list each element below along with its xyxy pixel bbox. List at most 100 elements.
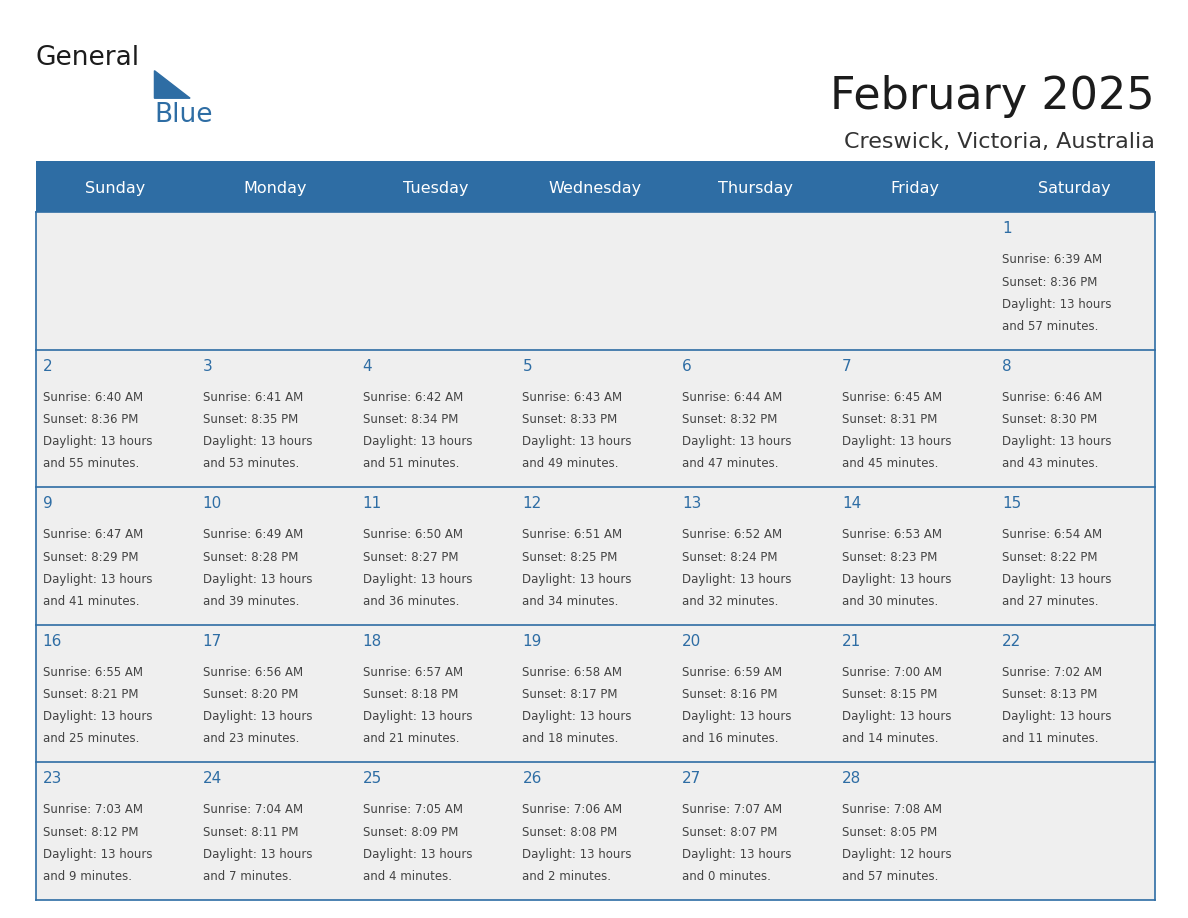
Text: and 34 minutes.: and 34 minutes. (523, 595, 619, 608)
Text: Sunset: 8:13 PM: Sunset: 8:13 PM (1001, 688, 1098, 701)
Text: Daylight: 13 hours: Daylight: 13 hours (682, 711, 791, 723)
Text: 4: 4 (362, 359, 372, 374)
Text: Daylight: 12 hours: Daylight: 12 hours (842, 848, 952, 861)
Text: 9: 9 (43, 497, 52, 511)
Text: Sunset: 8:35 PM: Sunset: 8:35 PM (203, 413, 298, 426)
Text: Sunset: 8:23 PM: Sunset: 8:23 PM (842, 551, 937, 564)
Text: and 4 minutes.: and 4 minutes. (362, 870, 451, 883)
Text: Sunrise: 6:53 AM: Sunrise: 6:53 AM (842, 529, 942, 542)
Text: Sunrise: 6:45 AM: Sunrise: 6:45 AM (842, 391, 942, 404)
Text: Sunrise: 6:39 AM: Sunrise: 6:39 AM (1001, 253, 1102, 266)
Text: Sunset: 8:11 PM: Sunset: 8:11 PM (203, 825, 298, 839)
Text: Sunset: 8:16 PM: Sunset: 8:16 PM (682, 688, 778, 701)
Text: Daylight: 13 hours: Daylight: 13 hours (43, 711, 152, 723)
Polygon shape (154, 71, 190, 98)
Text: Daylight: 13 hours: Daylight: 13 hours (362, 848, 472, 861)
Text: Sunrise: 7:03 AM: Sunrise: 7:03 AM (43, 803, 143, 816)
Text: Sunrise: 6:43 AM: Sunrise: 6:43 AM (523, 391, 623, 404)
Text: Sunset: 8:21 PM: Sunset: 8:21 PM (43, 688, 138, 701)
Text: Daylight: 13 hours: Daylight: 13 hours (362, 573, 472, 586)
Text: and 2 minutes.: and 2 minutes. (523, 870, 612, 883)
Text: Daylight: 13 hours: Daylight: 13 hours (1001, 297, 1112, 310)
Text: and 36 minutes.: and 36 minutes. (362, 595, 459, 608)
Text: Sunset: 8:09 PM: Sunset: 8:09 PM (362, 825, 457, 839)
Text: Sunrise: 6:51 AM: Sunrise: 6:51 AM (523, 529, 623, 542)
Text: Daylight: 13 hours: Daylight: 13 hours (1001, 435, 1112, 448)
Text: Sunrise: 7:08 AM: Sunrise: 7:08 AM (842, 803, 942, 816)
Text: Blue: Blue (154, 102, 213, 128)
Text: and 57 minutes.: and 57 minutes. (1001, 319, 1099, 333)
Text: and 23 minutes.: and 23 minutes. (203, 733, 299, 745)
Text: Sunset: 8:20 PM: Sunset: 8:20 PM (203, 688, 298, 701)
Text: Sunset: 8:27 PM: Sunset: 8:27 PM (362, 551, 459, 564)
Text: and 30 minutes.: and 30 minutes. (842, 595, 939, 608)
Text: Sunset: 8:33 PM: Sunset: 8:33 PM (523, 413, 618, 426)
Text: 17: 17 (203, 633, 222, 649)
Text: 25: 25 (362, 771, 381, 787)
Text: Sunrise: 6:47 AM: Sunrise: 6:47 AM (43, 529, 143, 542)
Text: Sunset: 8:32 PM: Sunset: 8:32 PM (682, 413, 778, 426)
Text: and 27 minutes.: and 27 minutes. (1001, 595, 1099, 608)
Text: Daylight: 13 hours: Daylight: 13 hours (43, 435, 152, 448)
Text: and 49 minutes.: and 49 minutes. (523, 457, 619, 470)
Text: 27: 27 (682, 771, 701, 787)
Text: Sunset: 8:30 PM: Sunset: 8:30 PM (1001, 413, 1098, 426)
Text: and 11 minutes.: and 11 minutes. (1001, 733, 1099, 745)
Text: Sunrise: 6:40 AM: Sunrise: 6:40 AM (43, 391, 143, 404)
Text: Sunrise: 6:59 AM: Sunrise: 6:59 AM (682, 666, 783, 679)
Text: Wednesday: Wednesday (549, 181, 642, 196)
Text: Sunrise: 6:41 AM: Sunrise: 6:41 AM (203, 391, 303, 404)
Text: Sunrise: 6:57 AM: Sunrise: 6:57 AM (362, 666, 462, 679)
Text: Sunset: 8:36 PM: Sunset: 8:36 PM (43, 413, 138, 426)
Text: Daylight: 13 hours: Daylight: 13 hours (362, 711, 472, 723)
Text: Sunset: 8:24 PM: Sunset: 8:24 PM (682, 551, 778, 564)
Text: and 39 minutes.: and 39 minutes. (203, 595, 299, 608)
Text: and 32 minutes.: and 32 minutes. (682, 595, 778, 608)
Text: Daylight: 13 hours: Daylight: 13 hours (1001, 573, 1112, 586)
Text: Daylight: 13 hours: Daylight: 13 hours (523, 711, 632, 723)
Text: and 18 minutes.: and 18 minutes. (523, 733, 619, 745)
Text: and 43 minutes.: and 43 minutes. (1001, 457, 1099, 470)
Text: Sunset: 8:17 PM: Sunset: 8:17 PM (523, 688, 618, 701)
Text: and 51 minutes.: and 51 minutes. (362, 457, 459, 470)
Text: Daylight: 13 hours: Daylight: 13 hours (203, 435, 312, 448)
Text: 20: 20 (682, 633, 701, 649)
Text: Daylight: 13 hours: Daylight: 13 hours (43, 573, 152, 586)
Text: 16: 16 (43, 633, 62, 649)
Text: and 25 minutes.: and 25 minutes. (43, 733, 139, 745)
Text: 28: 28 (842, 771, 861, 787)
Text: 12: 12 (523, 497, 542, 511)
Text: Sunrise: 7:07 AM: Sunrise: 7:07 AM (682, 803, 783, 816)
Text: Daylight: 13 hours: Daylight: 13 hours (523, 848, 632, 861)
Text: 14: 14 (842, 497, 861, 511)
Text: 13: 13 (682, 497, 702, 511)
Text: 2: 2 (43, 359, 52, 374)
Text: 11: 11 (362, 497, 381, 511)
Text: Sunset: 8:29 PM: Sunset: 8:29 PM (43, 551, 138, 564)
Text: Daylight: 13 hours: Daylight: 13 hours (842, 711, 952, 723)
Text: Sunrise: 6:55 AM: Sunrise: 6:55 AM (43, 666, 143, 679)
Text: Daylight: 13 hours: Daylight: 13 hours (523, 435, 632, 448)
Text: Sunrise: 6:56 AM: Sunrise: 6:56 AM (203, 666, 303, 679)
Text: Daylight: 13 hours: Daylight: 13 hours (362, 435, 472, 448)
Text: Sunset: 8:05 PM: Sunset: 8:05 PM (842, 825, 937, 839)
Text: 15: 15 (1001, 497, 1022, 511)
Text: Sunrise: 6:49 AM: Sunrise: 6:49 AM (203, 529, 303, 542)
Text: 1: 1 (1001, 221, 1012, 236)
Text: Sunrise: 6:44 AM: Sunrise: 6:44 AM (682, 391, 783, 404)
Text: and 7 minutes.: and 7 minutes. (203, 870, 291, 883)
Text: Sunrise: 7:06 AM: Sunrise: 7:06 AM (523, 803, 623, 816)
Text: Sunset: 8:08 PM: Sunset: 8:08 PM (523, 825, 618, 839)
Text: 6: 6 (682, 359, 691, 374)
Text: Sunrise: 7:02 AM: Sunrise: 7:02 AM (1001, 666, 1102, 679)
Text: Sunset: 8:36 PM: Sunset: 8:36 PM (1001, 275, 1098, 288)
Text: Creswick, Victoria, Australia: Creswick, Victoria, Australia (843, 132, 1155, 152)
Text: Sunday: Sunday (86, 181, 146, 196)
Text: Sunset: 8:18 PM: Sunset: 8:18 PM (362, 688, 457, 701)
Text: Sunrise: 6:54 AM: Sunrise: 6:54 AM (1001, 529, 1102, 542)
Text: and 14 minutes.: and 14 minutes. (842, 733, 939, 745)
Text: and 57 minutes.: and 57 minutes. (842, 870, 939, 883)
Text: Daylight: 13 hours: Daylight: 13 hours (1001, 711, 1112, 723)
Text: Sunset: 8:15 PM: Sunset: 8:15 PM (842, 688, 937, 701)
Text: Sunrise: 7:05 AM: Sunrise: 7:05 AM (362, 803, 462, 816)
